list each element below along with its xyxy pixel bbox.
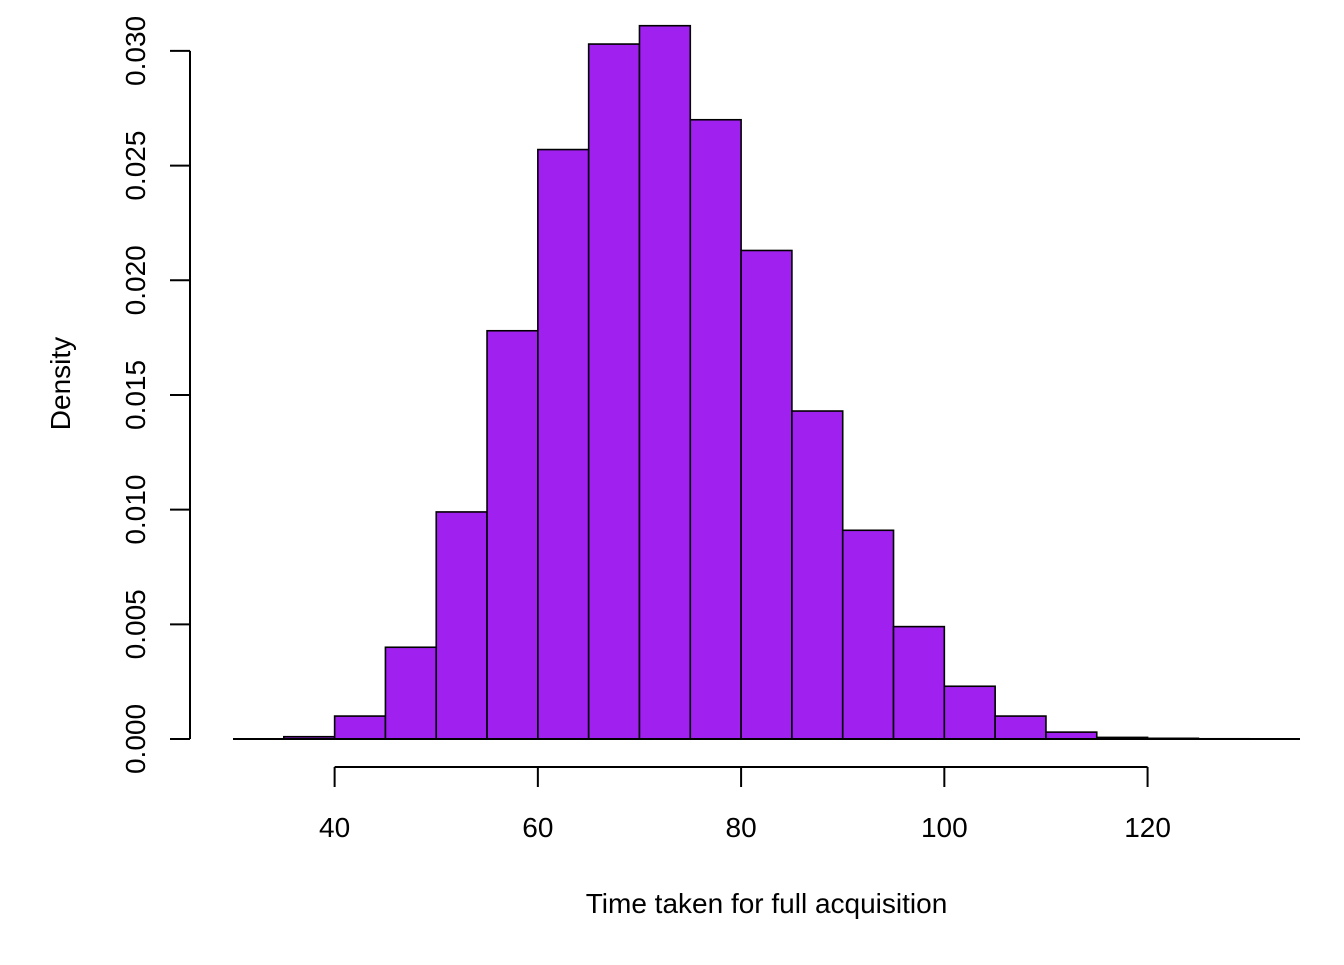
histogram-bar — [944, 686, 995, 739]
y-tick-label: 0.000 — [120, 704, 151, 774]
histogram-bar — [1046, 732, 1097, 739]
y-tick-label: 0.015 — [120, 360, 151, 430]
y-axis: 0.000 0.005 0.010 0.015 0.020 0.025 0.030 — [120, 16, 190, 774]
histogram-bar — [792, 411, 843, 739]
x-tick-label: 40 — [319, 812, 350, 843]
histogram-bar — [843, 530, 894, 739]
y-axis-title: Density — [45, 337, 76, 430]
x-axis-title: Time taken for full acquisition — [586, 888, 948, 919]
y-tick-label: 0.010 — [120, 475, 151, 545]
histogram-bar — [385, 647, 436, 739]
histogram-bar — [436, 512, 487, 739]
histogram-bar — [741, 250, 792, 739]
bars-layer — [284, 26, 1249, 739]
x-tick-label: 60 — [522, 812, 553, 843]
x-tick-label: 80 — [726, 812, 757, 843]
histogram-bar — [487, 331, 538, 739]
y-tick-label: 0.005 — [120, 589, 151, 659]
histogram-bar — [995, 716, 1046, 739]
histogram-bar — [538, 150, 589, 739]
histogram-bar — [589, 44, 640, 739]
y-tick-label: 0.020 — [120, 245, 151, 315]
y-tick-label: 0.030 — [120, 16, 151, 86]
histogram-bar — [894, 627, 945, 739]
histogram-bar — [639, 26, 690, 739]
x-axis: 40 60 80 100 120 — [319, 767, 1171, 843]
y-tick-label: 0.025 — [120, 131, 151, 201]
histogram-bar — [335, 716, 386, 739]
histogram-bar — [690, 120, 741, 739]
x-tick-label: 100 — [921, 812, 968, 843]
x-tick-label: 120 — [1124, 812, 1171, 843]
